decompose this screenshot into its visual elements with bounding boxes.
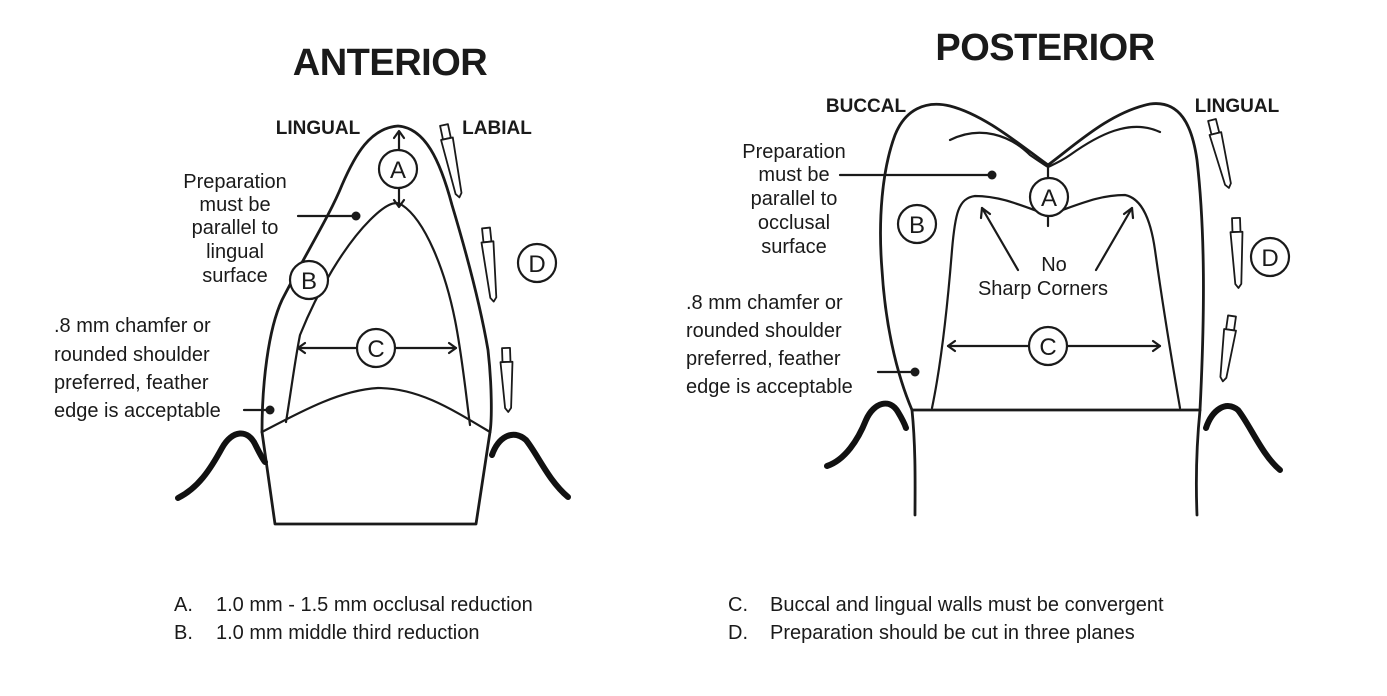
anterior-badge-c-label: C (367, 336, 384, 363)
anterior-note-margin-line-1: .8 mm chamfer or (54, 315, 211, 337)
posterior-note-margin-line-3: preferred, feather (686, 348, 841, 370)
anterior-note-margin-line-4: edge is acceptable (54, 400, 221, 422)
legend-text-d: Preparation should be cut in three plane… (770, 622, 1135, 644)
posterior-badge-c-label: C (1039, 334, 1056, 361)
anterior-note-parallel: Preparation must be parallel to lingual … (183, 171, 286, 287)
leader-dot-icon (987, 170, 997, 180)
bur-icon (1229, 216, 1244, 289)
posterior-note-corners-line-2: Sharp Corners (978, 278, 1108, 300)
legend-letter-d: D. (728, 622, 748, 644)
anterior-cej-line (260, 386, 492, 434)
posterior-note-margin: .8 mm chamfer or rounded shoulder prefer… (686, 292, 853, 398)
anterior-badge-a (377, 148, 419, 190)
anterior-note-parallel-line-2: must be (199, 194, 270, 216)
bur-icon (1207, 118, 1232, 189)
posterior-note-margin-line-2: rounded shoulder (686, 320, 842, 342)
anterior-note-parallel-line-4: lingual (206, 241, 264, 263)
anterior-gingiva-left (175, 430, 268, 501)
posterior-note-parallel-line-2: must be (758, 164, 829, 186)
leader-dot-icon (351, 211, 361, 221)
anterior-lingual-label: LINGUAL (276, 118, 361, 139)
anterior-badge-d-label: D (528, 251, 545, 278)
posterior-badge-b (896, 203, 938, 245)
bur-icon (439, 123, 463, 199)
anterior-badge-c (355, 327, 397, 369)
posterior-corner-pointer-right (1094, 206, 1134, 272)
anterior-panel: ANTERIOR LINGUAL LABIAL A B C D (54, 42, 571, 526)
posterior-note-corners-line-1: No (1041, 254, 1067, 276)
posterior-tooth-outline (879, 102, 1205, 412)
posterior-badge-b-label: B (909, 212, 925, 239)
anterior-gingiva-right (489, 431, 571, 500)
posterior-badge-a-label: A (1041, 185, 1057, 212)
anterior-labial-label: LABIAL (462, 118, 532, 139)
legend-text-a: 1.0 mm - 1.5 mm occlusal reduction (216, 594, 533, 616)
posterior-badge-a (1028, 176, 1070, 218)
anterior-note-margin: .8 mm chamfer or rounded shoulder prefer… (54, 315, 221, 422)
posterior-lingual-cusp-ridge (1046, 125, 1162, 169)
anterior-note-margin-line-3: preferred, feather (54, 372, 209, 394)
anterior-badge-a-label: A (390, 157, 406, 184)
leader-dot-icon (265, 405, 275, 415)
posterior-gingiva-left (824, 400, 909, 469)
posterior-gingiva-right (1203, 403, 1283, 473)
leader-dot-icon (910, 367, 920, 377)
posterior-note-parallel-line-1: Preparation (742, 141, 845, 163)
posterior-corner-pointer-left (980, 206, 1020, 272)
posterior-badge-c (1027, 325, 1069, 367)
anterior-note-margin-line-2: rounded shoulder (54, 344, 210, 366)
posterior-title: POSTERIOR (935, 27, 1154, 69)
posterior-note-parallel-line-4: occlusal (758, 212, 830, 234)
bur-icon (1219, 314, 1237, 383)
legend-letter-c: C. (728, 594, 748, 616)
anterior-c-arrowhead-right (447, 341, 458, 355)
posterior-badge-d (1249, 236, 1291, 278)
legend-text-c: Buccal and lingual walls must be converg… (770, 594, 1164, 616)
legend-text-b: 1.0 mm middle third reduction (216, 622, 479, 644)
posterior-note-parallel-line-3: parallel to (751, 188, 838, 210)
anterior-note-parallel-line-1: Preparation (183, 171, 286, 193)
anterior-tooth-outline (260, 124, 493, 434)
legend-letter-a: A. (174, 594, 193, 616)
posterior-root-outline (910, 408, 1202, 517)
anterior-title: ANTERIOR (293, 42, 488, 84)
anterior-preparation-core (284, 202, 472, 427)
bur-icon (480, 226, 498, 303)
posterior-buccal-label: BUCCAL (826, 96, 907, 117)
bur-icon (499, 346, 514, 413)
legend: A. 1.0 mm - 1.5 mm occlusal reduction B.… (174, 594, 1164, 644)
anterior-a-arrowhead-bottom (392, 198, 406, 209)
posterior-note-parallel: Preparation must be parallel to occlusal… (742, 141, 845, 258)
posterior-buccal-cusp-ridge (948, 131, 1050, 169)
anterior-badge-b (288, 259, 330, 301)
posterior-panel: POSTERIOR BUCCAL LINGUAL A B C D (686, 27, 1291, 517)
anterior-badge-b-label: B (301, 268, 317, 295)
posterior-corner-pointer-left-head (979, 206, 992, 220)
posterior-note-parallel-line-5: surface (761, 236, 827, 258)
posterior-preparation-core (930, 193, 1182, 410)
posterior-note-margin-line-4: edge is acceptable (686, 376, 853, 398)
posterior-badge-d-label: D (1261, 245, 1278, 272)
posterior-corner-pointer-right-head (1122, 206, 1135, 220)
anterior-badge-d (516, 242, 558, 284)
anterior-note-parallel-line-3: parallel to (192, 217, 279, 239)
posterior-c-arrowhead-left (946, 339, 957, 353)
anterior-root-outline (260, 430, 492, 526)
posterior-lingual-label: LINGUAL (1195, 96, 1280, 117)
legend-letter-b: B. (174, 622, 193, 644)
anterior-a-arrowhead-top (392, 129, 406, 140)
posterior-c-arrowhead-right (1151, 339, 1162, 353)
anterior-note-parallel-line-5: surface (202, 265, 268, 287)
posterior-note-margin-line-1: .8 mm chamfer or (686, 292, 843, 314)
anterior-c-arrowhead-left (296, 341, 307, 355)
